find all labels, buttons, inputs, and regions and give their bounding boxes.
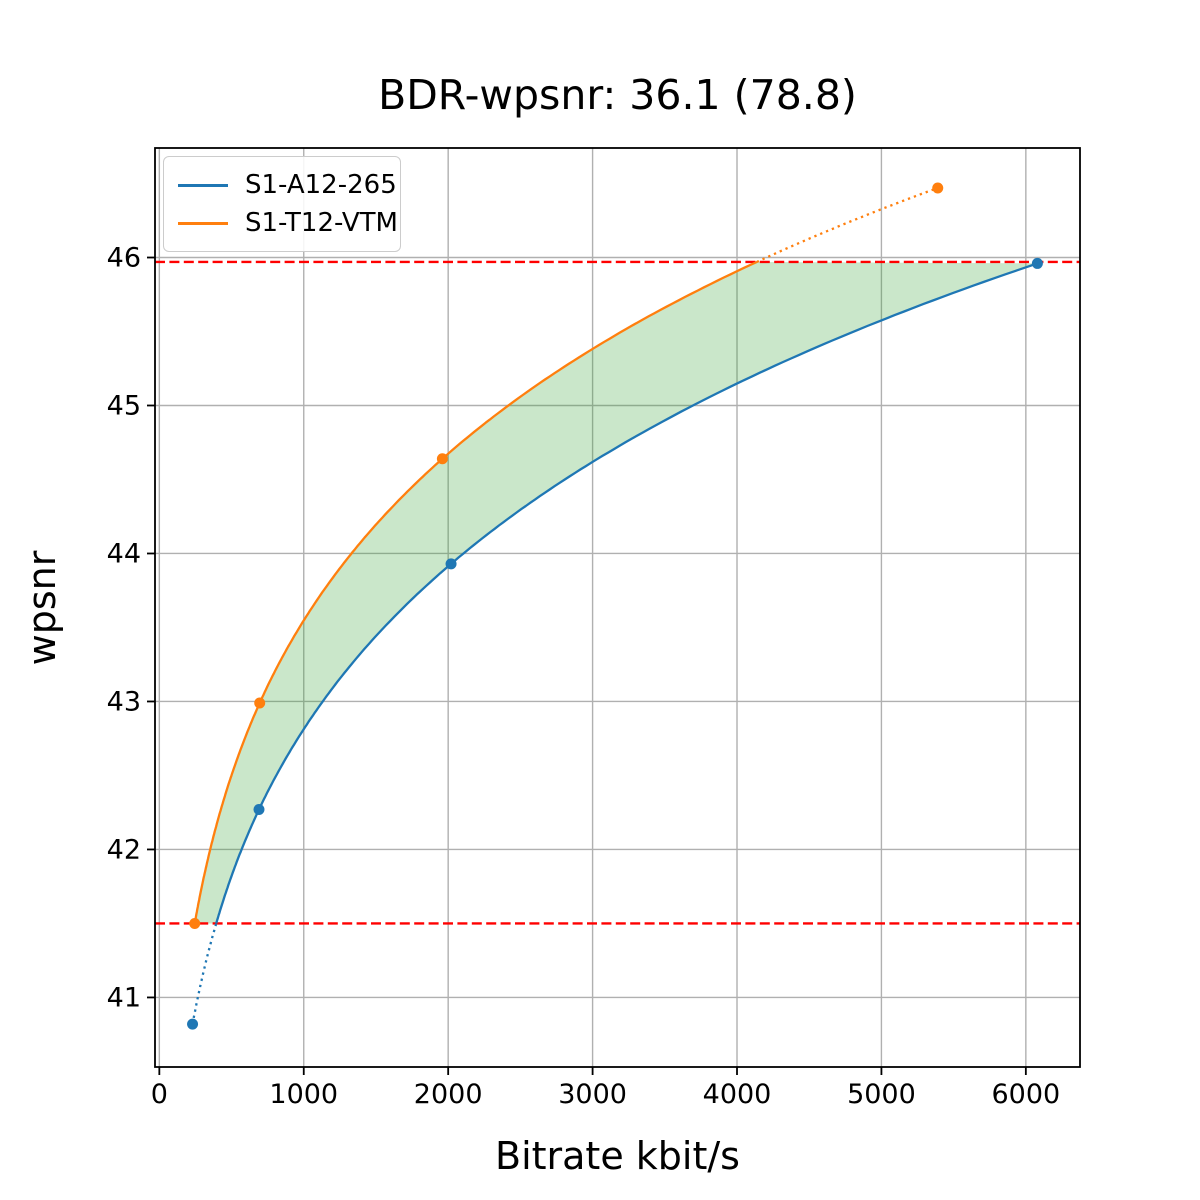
series-0-data-point: [445, 558, 457, 570]
x-tick-label: 6000: [991, 1079, 1060, 1110]
x-axis-label: Bitrate kbit/s: [495, 1134, 740, 1178]
legend-line-swatch: [178, 183, 228, 187]
series-1-curve-dotted: [756, 186, 939, 264]
legend-line-swatch: [178, 221, 228, 225]
series-1-markers: [189, 182, 944, 929]
hlines: [155, 260, 1080, 925]
series-0-data-point: [187, 1018, 199, 1030]
legend-entry-label: S1-A12-265: [245, 170, 397, 200]
x-tick-label: 1000: [269, 1079, 338, 1110]
x-tick-label: 4000: [703, 1079, 772, 1110]
y-axis-label: wpsnr: [20, 550, 64, 666]
y-tick-label: 42: [107, 834, 141, 865]
series-1-data-point: [436, 453, 448, 465]
y-tick-label: 44: [107, 538, 141, 569]
series-1-curve: [193, 260, 758, 924]
grid: [155, 148, 1080, 1067]
y-tick-label: 46: [107, 243, 141, 274]
series-0-curve: [215, 262, 1038, 924]
x-tick-label: 5000: [847, 1079, 916, 1110]
axes-spines: [154, 147, 1081, 1068]
legend-item: S1-T12-VTM: [178, 204, 398, 242]
legend: S1-A12-265 S1-T12-VTM: [163, 156, 401, 252]
x-tick-label: 0: [151, 1079, 168, 1110]
chart-title: BDR-wpsnr: 36.1 (78.8): [378, 71, 857, 119]
series-0-data-point: [253, 804, 265, 816]
series-1-data-point: [254, 697, 266, 709]
series-1-data-point: [189, 917, 201, 929]
y-tick-label: 43: [107, 686, 141, 717]
series-0-curve-dotted: [191, 923, 218, 1025]
ticks: 0 1000 2000 3000 4000 5000 6000 41 42 43 44 45 46: [107, 243, 1061, 1110]
legend-entry-label: S1-T12-VTM: [245, 208, 398, 238]
x-tick-label: 2000: [414, 1079, 483, 1110]
series-1-data-point: [932, 182, 944, 194]
legend-item: S1-A12-265: [178, 166, 397, 204]
y-tick-label: 41: [107, 982, 141, 1013]
y-tick-label: 45: [107, 390, 141, 421]
x-tick-label: 3000: [558, 1079, 627, 1110]
bd-overlap-region: [194, 262, 1038, 924]
series-0-markers: [187, 257, 1043, 1030]
series-0-data-point: [1031, 257, 1043, 269]
